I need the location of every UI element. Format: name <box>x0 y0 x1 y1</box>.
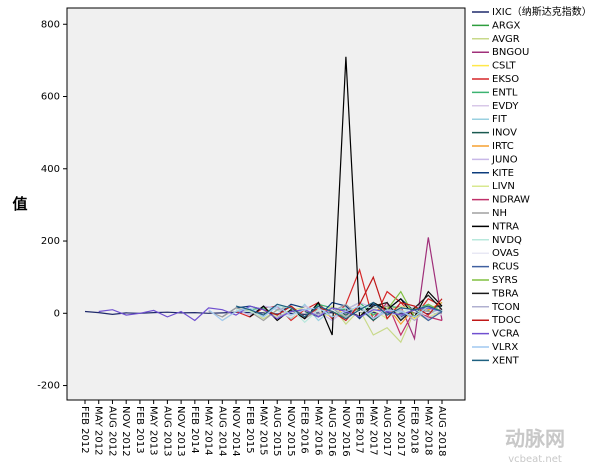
legend-label: OVAS <box>492 248 519 259</box>
legend-label: LIVN <box>492 181 515 192</box>
x-tick-label: FEB 2014 <box>189 406 200 454</box>
legend-label: EVDY <box>492 101 519 112</box>
legend-label: CSLT <box>492 61 517 72</box>
x-tick-label: AUG 2012 <box>106 406 117 457</box>
legend-label: BNGOU <box>492 47 529 58</box>
legend-label: VLRX <box>492 342 518 353</box>
legend-label: TBRA <box>491 288 519 299</box>
x-tick-label: MAY 2018 <box>422 406 433 455</box>
legend-label: TCON <box>491 302 520 313</box>
x-tick-label: AUG 2013 <box>161 406 172 457</box>
x-tick-label: FEB 2013 <box>134 406 145 454</box>
x-tick-label: FEB 2017 <box>354 406 365 454</box>
x-tick-label: MAY 2016 <box>312 406 323 455</box>
legend-label: XENT <box>492 355 520 366</box>
legend-label: FIT <box>492 114 508 125</box>
x-tick-label: NOV 2013 <box>175 406 186 457</box>
legend-label: IXIC（纳斯达克指数） <box>492 5 592 18</box>
x-tick-label: NOV 2016 <box>340 406 351 457</box>
x-tick-label: FEB 2018 <box>409 406 420 454</box>
y-tick-label: 200 <box>41 236 60 247</box>
legend-label: NDRAW <box>492 195 530 206</box>
y-tick-label: 800 <box>41 19 60 30</box>
legend-label: NH <box>492 208 507 219</box>
legend-label: NVDQ <box>492 235 522 246</box>
legend-label: SYRS <box>492 275 518 286</box>
x-tick-label: MAY 2012 <box>93 406 104 455</box>
legend-label: TDOC <box>491 315 521 326</box>
legend-label: IRTC <box>492 141 514 152</box>
x-tick-label: MAY 2015 <box>258 406 269 455</box>
watermark-url: vcbeat.net <box>508 454 562 465</box>
legend-label: AVGR <box>492 34 520 45</box>
y-axis-label: 值 <box>12 195 27 213</box>
x-tick-label: FEB 2015 <box>244 406 255 454</box>
y-tick-label: 400 <box>41 164 60 175</box>
y-tick-label: -200 <box>37 381 60 392</box>
x-tick-label: NOV 2017 <box>395 406 406 457</box>
series-line <box>276 307 443 320</box>
legend-label: ENTL <box>492 87 518 98</box>
x-tick-label: FEB 2016 <box>299 406 310 454</box>
legend-label: INOV <box>492 128 517 139</box>
legend-label: EKSO <box>492 74 519 85</box>
y-tick-label: 0 <box>54 308 60 319</box>
series-line <box>263 275 443 322</box>
x-tick-label: NOV 2014 <box>230 406 241 457</box>
x-tick-label: MAY 2017 <box>367 406 378 455</box>
x-tick-label: AUG 2018 <box>436 406 447 457</box>
legend-label: RCUS <box>492 262 519 273</box>
series-line <box>235 301 443 320</box>
plot-area <box>66 7 466 401</box>
x-tick-label: FEB 2012 <box>79 406 90 454</box>
legend-label: KITE <box>492 168 514 179</box>
y-tick-label: 600 <box>41 92 60 103</box>
x-tick-label: MAY 2013 <box>148 406 159 455</box>
legend-label: NTRA <box>492 221 519 232</box>
x-tick-label: AUG 2014 <box>216 406 227 457</box>
legend-label: ARGX <box>492 20 521 31</box>
series-line <box>400 308 443 322</box>
legend-label: JUNO <box>491 154 518 165</box>
x-tick-label: NOV 2012 <box>120 406 131 457</box>
x-tick-label: AUG 2017 <box>381 406 392 457</box>
x-tick-label: AUG 2016 <box>326 406 337 457</box>
x-tick-label: AUG 2015 <box>271 406 282 457</box>
legend-label: VCRA <box>492 329 519 340</box>
x-tick-label: NOV 2015 <box>285 406 296 457</box>
x-tick-label: MAY 2014 <box>203 406 214 455</box>
watermark: 动脉网 <box>505 427 565 451</box>
